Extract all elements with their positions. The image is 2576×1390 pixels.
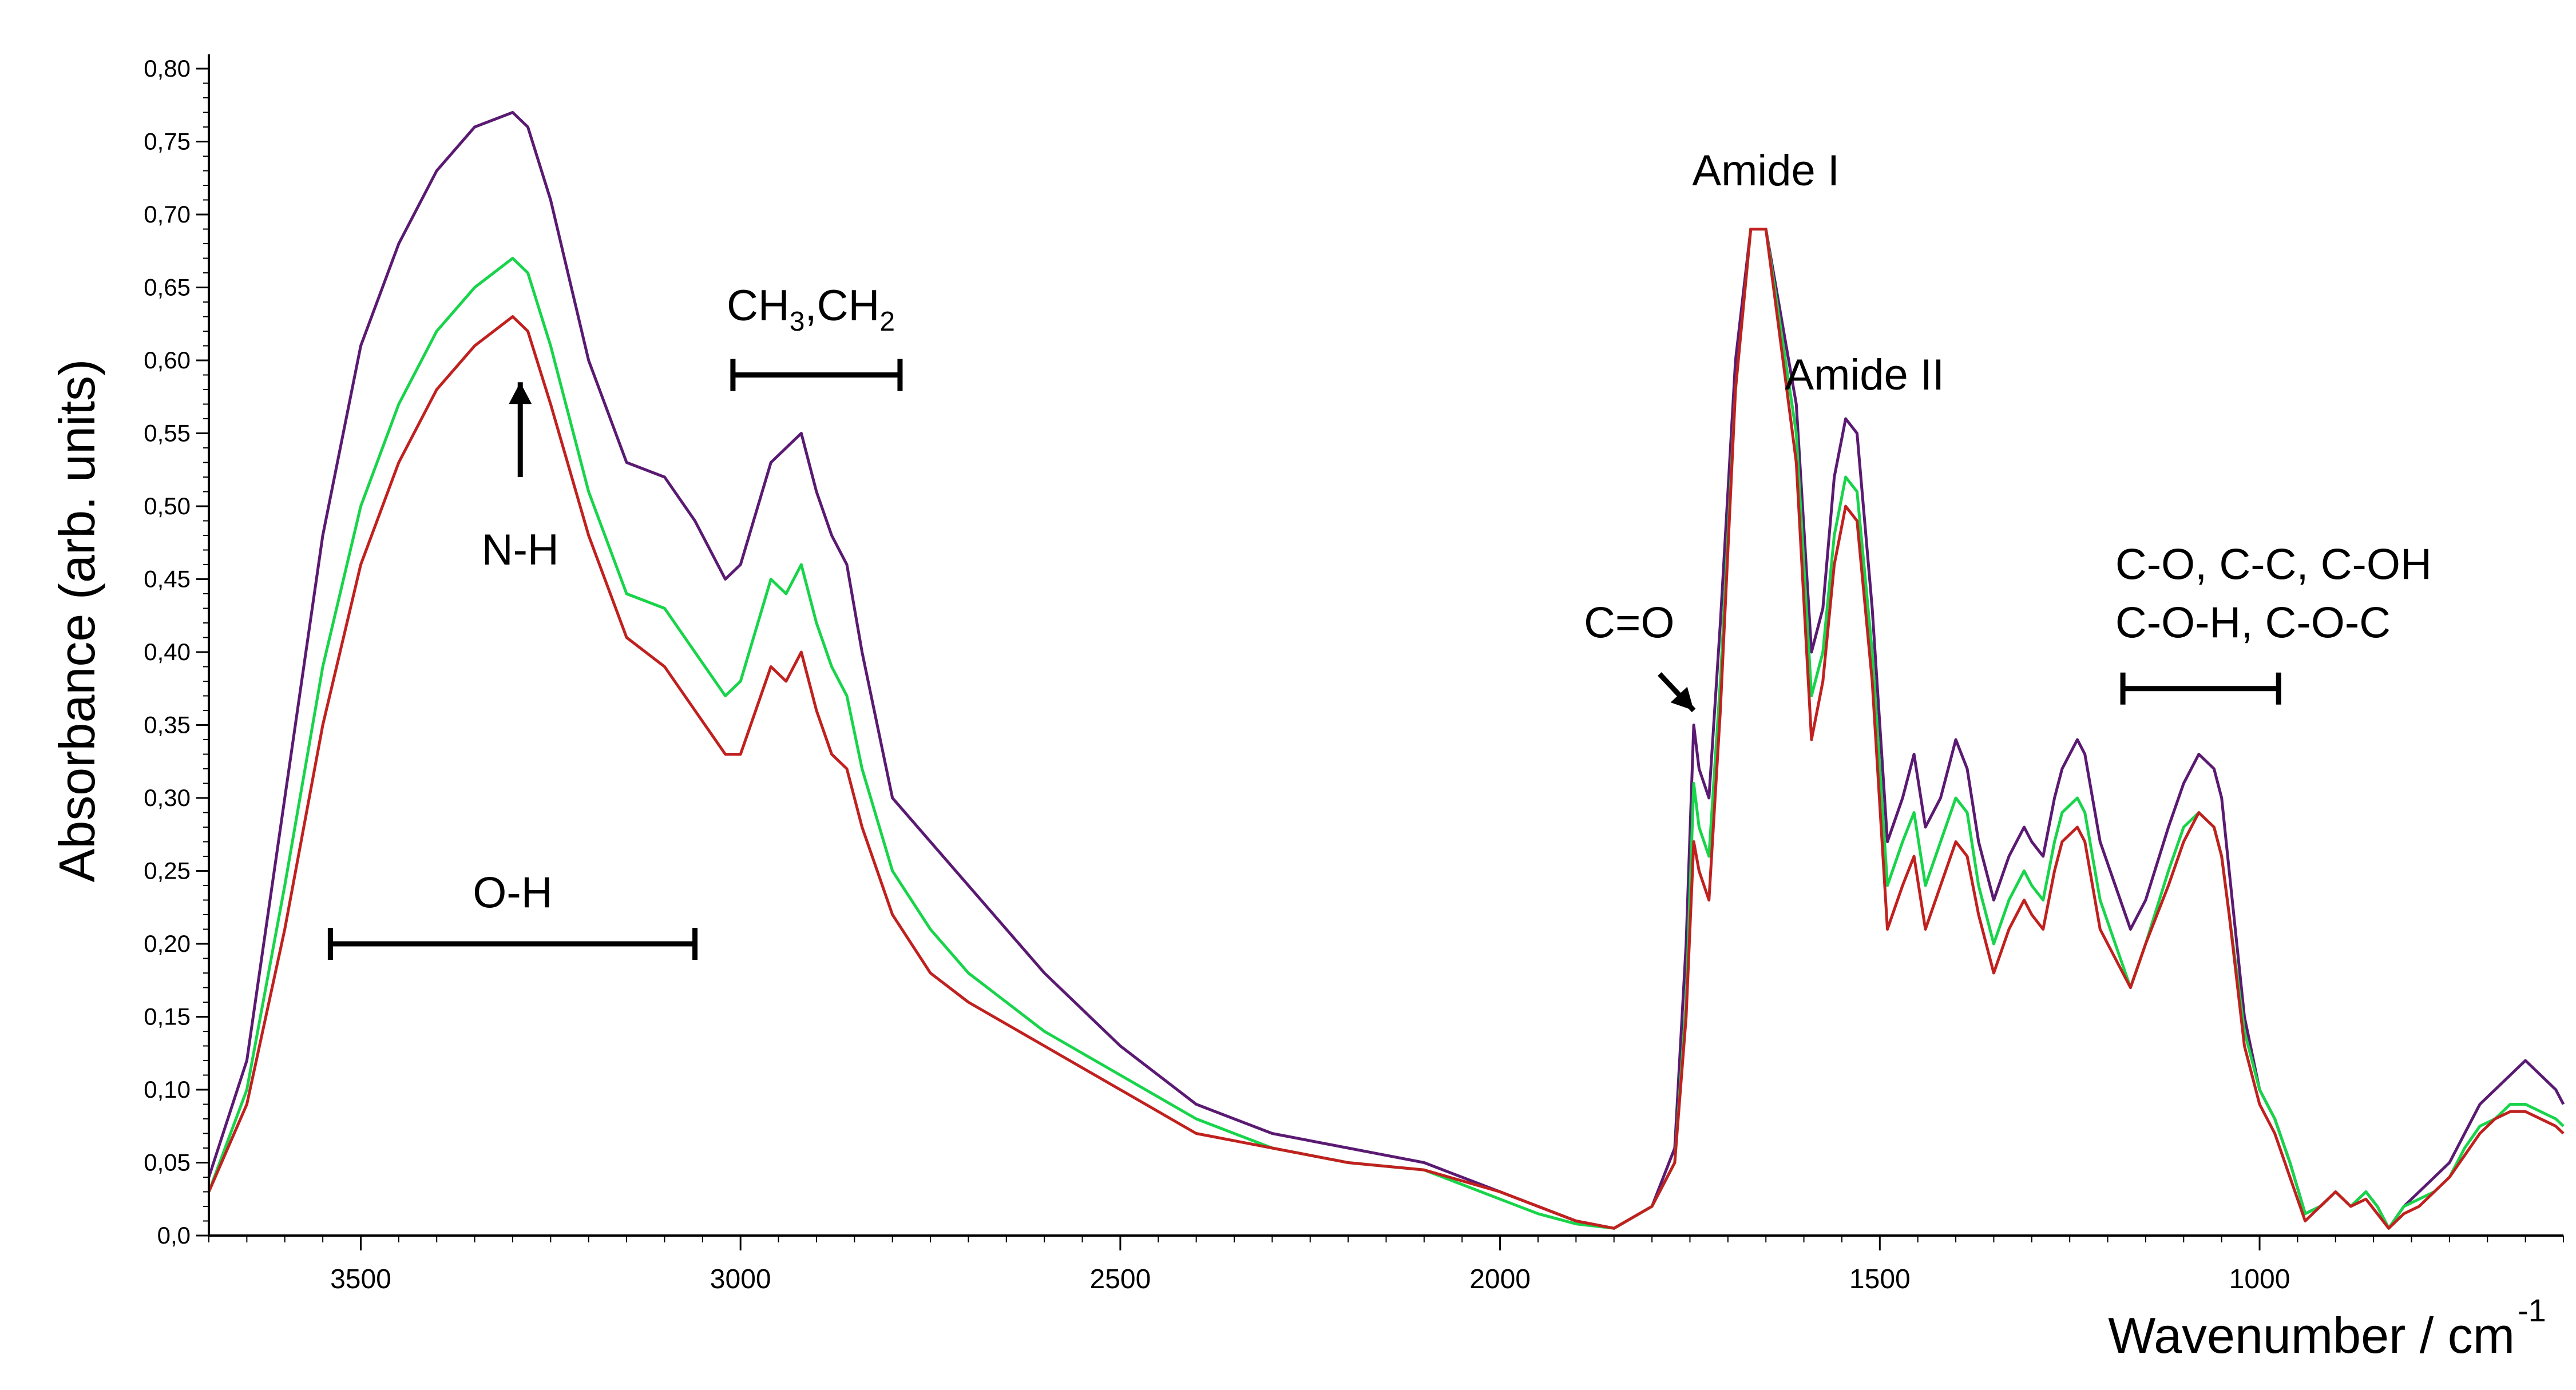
annotation-oh: O-H (473, 868, 552, 917)
nh-arrow (509, 382, 532, 477)
x-axis-ticks: 3500 3000 2500 2000 1500 1000 (208, 1236, 2564, 1294)
y-tick-label: 0,05 (144, 1149, 191, 1176)
c-range (2120, 672, 2281, 705)
annotation-c-group-line1: C-O, C-C, C-OH (2115, 541, 2432, 589)
y-axis-ticks: 0,0 0,05 0,10 0,15 0,20 0,25 0,30 0,35 0,40 0,45 0… (144, 55, 209, 1249)
y-tick-label: 0,15 (144, 1003, 191, 1030)
x-tick-label: 1500 (1849, 1264, 1911, 1294)
y-tick-label: 0,0 (157, 1222, 191, 1249)
y-tick-label: 0,25 (144, 857, 191, 884)
annotations: Amide I Amide II N-H C=O O-H C-O, C-C, C-OH C-… (473, 146, 2432, 917)
arrows (509, 382, 1696, 713)
x-tick-label: 3500 (330, 1264, 391, 1294)
y-tick-label: 0,70 (144, 201, 191, 228)
range-markers (327, 359, 2281, 960)
y-tick-label: 0,10 (144, 1076, 191, 1103)
annotation-amide-2: Amide II (1785, 351, 1944, 399)
annotation-amide-1: Amide I (1692, 146, 1840, 195)
ch-label-sub1: 3 (790, 307, 805, 337)
ch-label-sub2: 2 (879, 307, 895, 337)
x-tick-label: 1000 (2229, 1264, 2290, 1294)
y-tick-label: 0,55 (144, 420, 191, 447)
y-tick-label: 0,35 (144, 712, 191, 738)
y-tick-label: 0,60 (144, 347, 191, 374)
x-axis-title: Wavenumber / cm (2108, 1307, 2515, 1364)
series-line-green (207, 228, 2565, 1230)
y-tick-label: 0,45 (144, 566, 191, 593)
x-tick-label: 2000 (1469, 1264, 1531, 1294)
annotation-nh: N-H (482, 526, 559, 574)
y-tick-label: 0,75 (144, 128, 191, 155)
x-tick-label: 2500 (1090, 1264, 1151, 1294)
co-arrow (1658, 672, 1696, 713)
series-line-red (207, 228, 2565, 1230)
y-tick-label: 0,40 (144, 638, 191, 665)
ch-range (730, 359, 903, 391)
y-tick-label: 0,65 (144, 274, 191, 301)
oh-range (327, 928, 698, 960)
y-tick-label: 0,80 (144, 55, 191, 82)
y-tick-label: 0,50 (144, 493, 191, 519)
annotation-co: C=O (1584, 599, 1674, 648)
y-tick-label: 0,30 (144, 784, 191, 811)
ch-label-sep: ,CH (804, 281, 879, 330)
series-group (207, 111, 2565, 1230)
x-tick-label: 3000 (710, 1264, 771, 1294)
annotation-c-group-line2: C-O-H, C-O-C (2115, 599, 2391, 648)
series-line-purple (207, 111, 2565, 1230)
y-axis-title: Absorbance (arb. units) (49, 359, 105, 883)
ch-label-base: CH (727, 281, 790, 330)
x-axis-title-superscript: -1 (2518, 1292, 2546, 1328)
y-tick-label: 0,20 (144, 930, 191, 957)
ch-group-label: CH3,CH2 (727, 281, 895, 337)
